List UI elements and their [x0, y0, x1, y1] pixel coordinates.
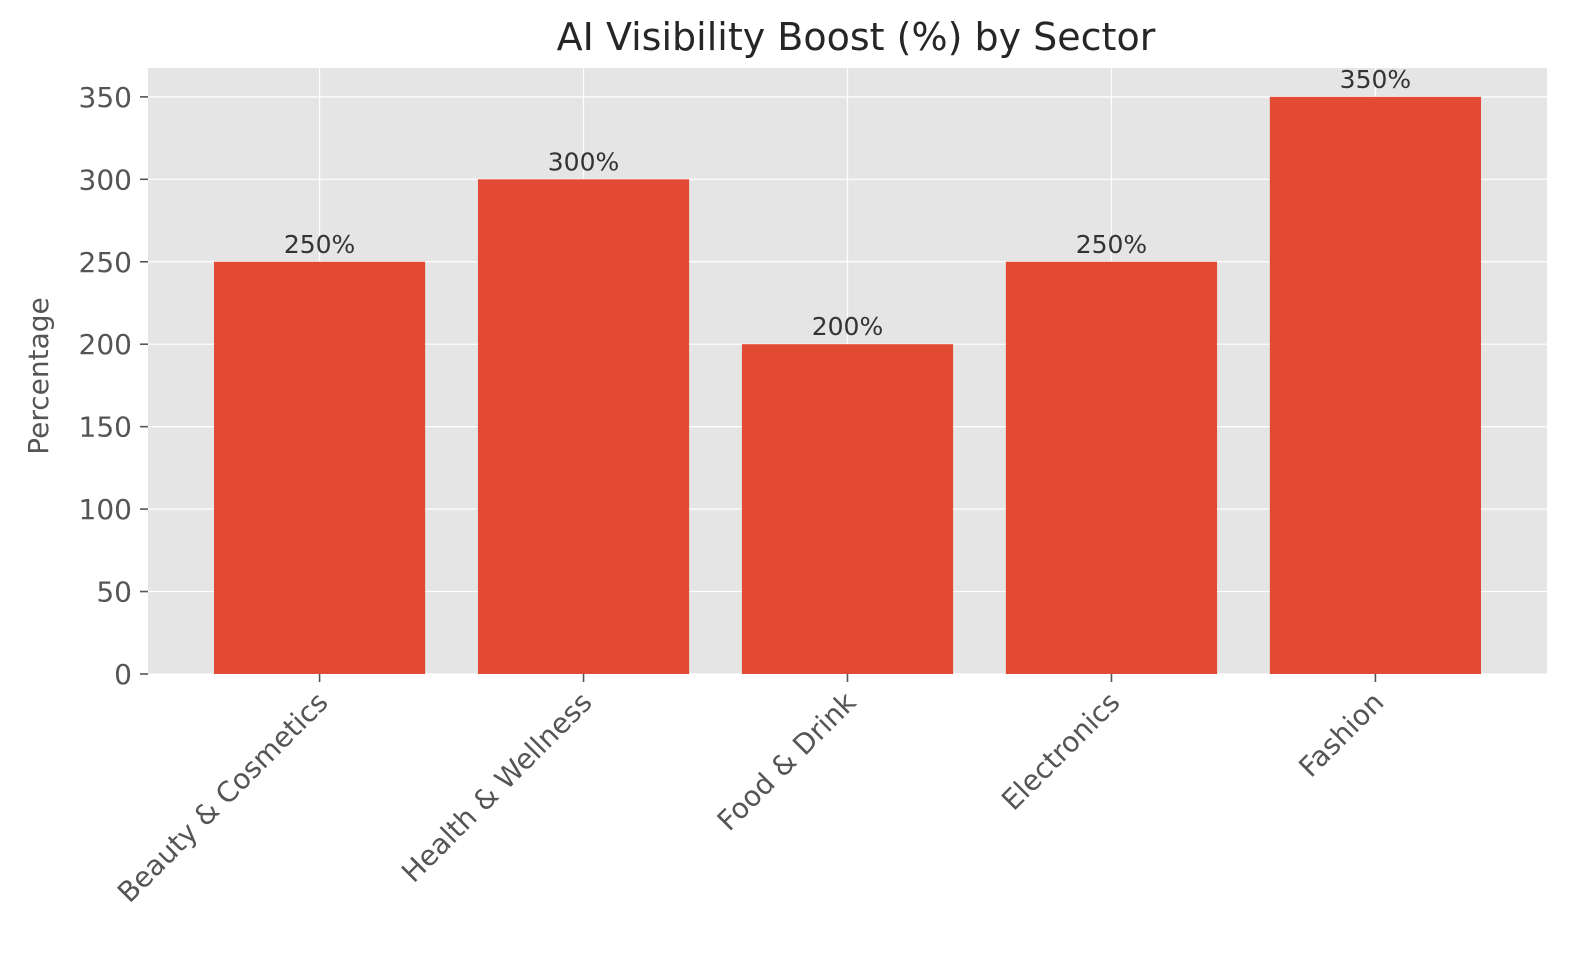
y-tick-label: 250 [79, 246, 132, 279]
y-tick-label: 300 [79, 163, 132, 196]
y-tick-label: 200 [79, 328, 132, 361]
x-tick-label: Food & Drink [711, 685, 863, 837]
x-tick-label: Beauty & Cosmetics [111, 686, 334, 909]
y-tick-label: 150 [79, 411, 132, 444]
bars [213, 96, 1482, 675]
x-tick-label: Fashion [1292, 686, 1390, 784]
x-tick-label: Electronics [995, 686, 1126, 817]
bar [1005, 261, 1218, 674]
bar [477, 179, 690, 674]
data-label: 350% [1340, 65, 1411, 94]
bar [1269, 96, 1482, 675]
y-axis-label: Percentage [22, 297, 55, 455]
data-label: 300% [548, 147, 619, 176]
data-labels: 250% 300% 200% 250% 350% [284, 65, 1411, 341]
y-tick-label: 350 [79, 81, 132, 114]
x-tick-label: Health & Wellness [395, 686, 598, 889]
chart-title: AI Visibility Boost (%) by Sector [557, 15, 1156, 59]
y-tick-label: 0 [114, 658, 132, 691]
bar [213, 261, 426, 674]
y-tick-label: 50 [96, 576, 132, 609]
y-tick-label: 100 [79, 493, 132, 526]
data-label: 250% [284, 230, 355, 259]
bar [741, 344, 954, 674]
data-label: 200% [812, 312, 883, 341]
data-label: 250% [1076, 230, 1147, 259]
